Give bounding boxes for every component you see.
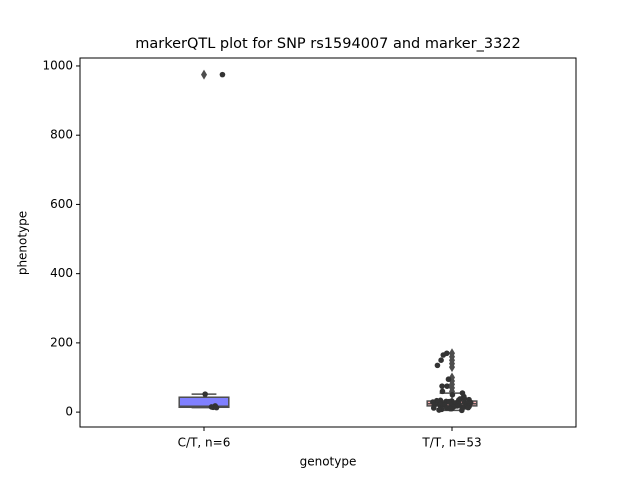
strip-point xyxy=(447,405,453,412)
strip-point xyxy=(461,395,468,402)
strip-point xyxy=(439,388,446,395)
strip-point xyxy=(459,407,465,414)
strip-point xyxy=(436,407,442,413)
chart-title: markerQTL plot for SNP rs1594007 and mar… xyxy=(135,36,521,52)
y-axis-label: phenotype xyxy=(16,211,30,275)
x-tick-label: T/T, n=53 xyxy=(421,436,481,450)
outlier xyxy=(449,362,455,373)
plot-frame xyxy=(79,57,577,428)
strip-point xyxy=(202,391,208,397)
x-axis-label: genotype xyxy=(300,455,357,469)
strip-point xyxy=(440,352,447,358)
y-tick-label: 200 xyxy=(50,335,73,349)
strip-point xyxy=(430,405,437,411)
strip-point xyxy=(438,357,444,363)
y-tick-label: 0 xyxy=(65,405,73,419)
x-tick-label: C/T, n=6 xyxy=(178,436,231,450)
strip-point xyxy=(444,383,450,389)
strip-point xyxy=(449,392,456,398)
box xyxy=(178,396,230,409)
y-tick-label: 400 xyxy=(50,266,73,280)
strip-point xyxy=(219,71,226,78)
strip-point xyxy=(213,404,220,411)
strip-point xyxy=(434,362,441,369)
strip-point xyxy=(465,404,471,411)
strip-point xyxy=(439,383,445,389)
strip-point xyxy=(445,376,452,383)
y-tick-label: 1000 xyxy=(42,58,73,72)
y-tick-label: 800 xyxy=(50,128,73,142)
y-tick-label: 600 xyxy=(50,197,73,211)
outlier xyxy=(201,69,207,80)
